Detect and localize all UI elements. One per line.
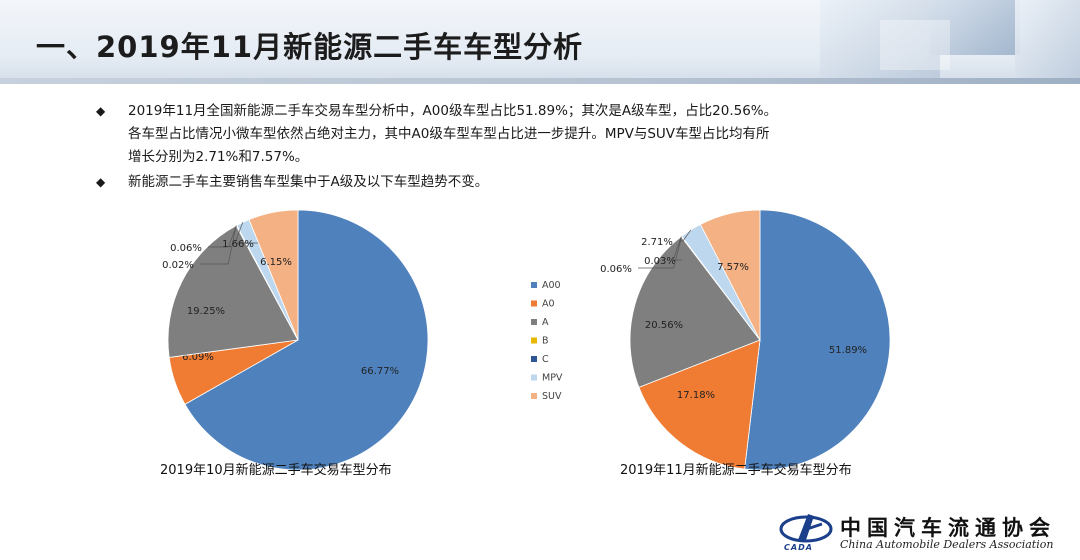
chart-legend: A00 A0 ABC MPV SUV — [531, 280, 563, 402]
bullet-item-1: ◆ 2019年11月全国新能源二手车交易车型分析中，A00级车型占比51.89%… — [96, 100, 996, 169]
legend-label-mpv: MPV — [542, 373, 563, 384]
cada-logo: CADA 中国汽车流通协会 China Automobile Dealers A… — [770, 510, 1070, 556]
bullet-2-line-1: 新能源二手车主要销售车型集中于A级及以下车型趋势不变。 — [128, 174, 489, 190]
logo-chinese-name: 中国汽车流通协会 — [840, 515, 1056, 540]
pie-chart-nov: 51.89% 17.18% 20.56% 0.03% 0.06% 2.71% 7.57% — [600, 209, 891, 471]
logo-english-name: China Automobile Dealers Association — [840, 538, 1054, 551]
data-label-a: 20.56% — [645, 320, 683, 331]
bullet-diamond-icon: ◆ — [96, 175, 106, 189]
chart-oct-caption: 2019年10月新能源二手车交易车型分布 — [160, 463, 392, 478]
legend-label-a: A — [542, 317, 549, 328]
data-label-a00: 51.89% — [829, 345, 867, 356]
legend-label-a0: A0 — [542, 299, 555, 310]
title-underline — [0, 78, 1080, 84]
data-label-a: 19.25% — [187, 306, 225, 317]
header-cubes-decoration — [820, 0, 1080, 84]
data-label-c: 0.06% — [170, 243, 202, 254]
legend-label-c: C — [542, 354, 549, 365]
pie-slice-suv — [699, 209, 761, 341]
chart-nov-caption: 2019年11月新能源二手车交易车型分布 — [620, 463, 852, 478]
pie-slice-a — [629, 236, 761, 388]
legend-label-b: B — [542, 336, 549, 347]
data-label-b: 0.03% — [644, 256, 676, 267]
header-banner: 一、2019年11月新能源二手车车型分析 — [0, 0, 1080, 84]
pie-slice-a00 — [744, 209, 891, 471]
leader-line-b — [672, 236, 682, 261]
legend-swatch-b — [531, 337, 537, 344]
data-label-a0: 6.09% — [182, 352, 214, 363]
legend-swatch-a00 — [531, 282, 537, 288]
leader-line-c — [638, 236, 682, 269]
bullet-1-line-3: 增长分别为2.71%和7.57%。 — [128, 149, 309, 165]
leader-line-c — [208, 225, 237, 248]
cada-emblem-icon — [779, 514, 833, 543]
legend-label-a00: A00 — [542, 280, 561, 291]
data-label-mpv: 2.71% — [641, 237, 673, 248]
data-label-a00: 66.77% — [361, 366, 399, 377]
bullet-item-2: ◆ 新能源二手车主要销售车型集中于A级及以下车型趋势不变。 — [96, 171, 996, 194]
bullet-list: ◆ 2019年11月全国新能源二手车交易车型分析中，A00级车型占比51.89%… — [96, 100, 996, 194]
data-label-suv: 7.57% — [717, 262, 749, 273]
bullet-diamond-icon: ◆ — [96, 104, 106, 118]
pie-slice-suv — [248, 209, 299, 341]
data-label-suv: 6.15% — [260, 257, 292, 268]
legend-swatch-mpv — [531, 374, 537, 381]
legend-swatch-suv — [531, 393, 537, 399]
data-label-mpv: 1.66% — [222, 239, 254, 250]
legend-swatch-a0 — [531, 300, 537, 307]
bullet-1-line-1: 2019年11月全国新能源二手车交易车型分析中，A00级车型占比51.89%；其… — [128, 103, 778, 119]
pie-slice-a0 — [638, 339, 761, 470]
data-label-c: 0.06% — [600, 264, 632, 275]
data-label-a0: 17.18% — [677, 390, 715, 401]
bullet-1-line-2: 各车型占比情况小微车型依然占绝对主力，其中A0级车型车型占比进一步提升。MPV与… — [128, 126, 770, 142]
leader-line-b — [200, 225, 237, 265]
legend-swatch-c — [531, 356, 537, 362]
pie-chart-oct: 66.77% 6.09% 19.25% 0.02% 0.06% 1.66% 6.15% — [162, 209, 429, 471]
data-label-b: 0.02% — [162, 260, 194, 271]
pie-slice-a00 — [184, 209, 429, 471]
leader-line-mpv — [234, 222, 260, 244]
leader-line-mpv — [679, 229, 692, 242]
logo-abbreviation: CADA — [784, 543, 813, 552]
legend-swatch-a — [531, 319, 537, 325]
page-title: 一、2019年11月新能源二手车车型分析 — [36, 30, 584, 64]
legend-label-suv: SUV — [542, 391, 562, 402]
pie-slice-a — [167, 225, 299, 358]
